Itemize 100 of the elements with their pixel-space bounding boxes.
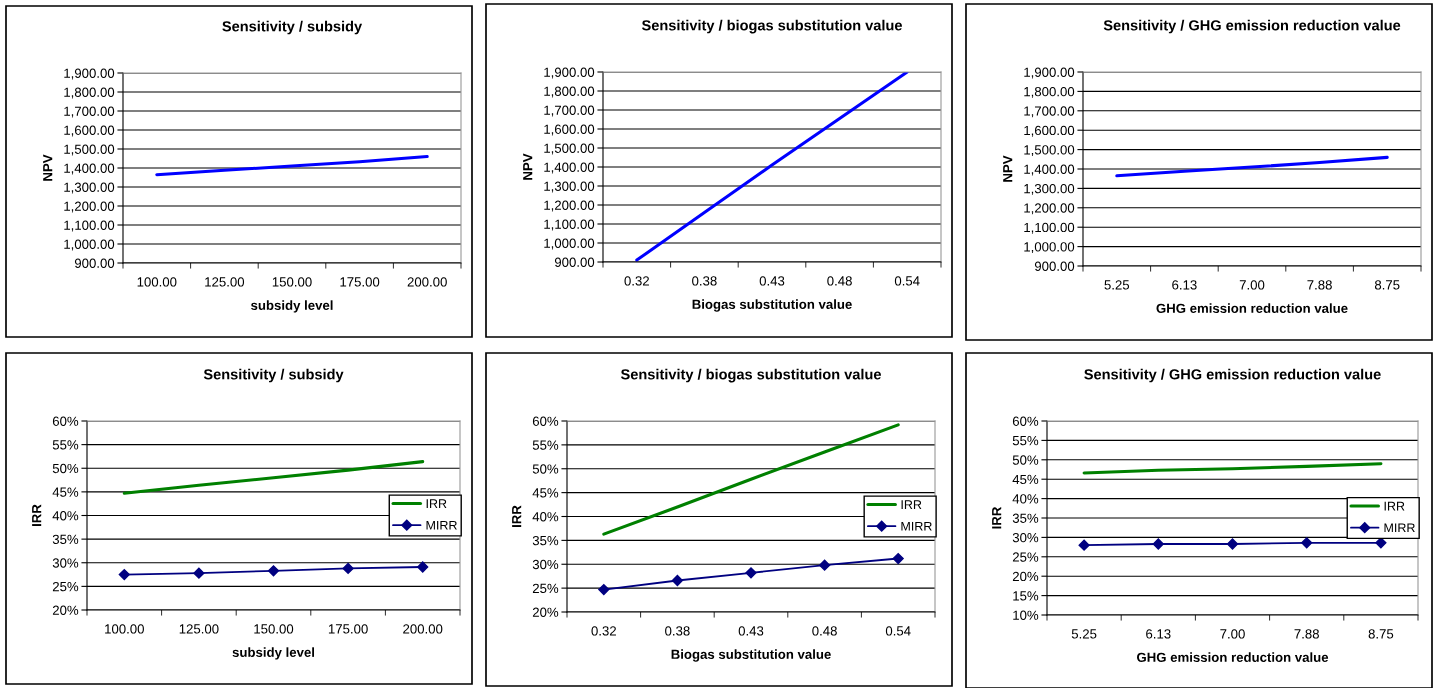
y-tick-label: 1,000.00 xyxy=(64,239,115,251)
y-axis-title: IRR xyxy=(512,505,522,527)
x-tick-label: 6.13 xyxy=(1172,280,1197,290)
x-tick-label: 125.00 xyxy=(179,624,219,634)
y-tick-label: 1,800.00 xyxy=(1024,86,1075,98)
y-tick-label: 55% xyxy=(532,440,559,450)
y-axis-title: IRR xyxy=(992,506,1002,529)
line-series xyxy=(602,423,900,536)
y-tick-label: 1,300.00 xyxy=(544,181,595,193)
y-tick-label: 1,500.00 xyxy=(64,144,115,156)
y-tick-label: 30% xyxy=(532,559,559,570)
y-tick-label: 35% xyxy=(532,535,559,546)
y-tick-label: 1,500.00 xyxy=(1024,145,1075,157)
point xyxy=(193,567,205,579)
legend-label: MIRR xyxy=(426,520,457,530)
line-series xyxy=(635,72,909,262)
y-tick-label: 1,400.00 xyxy=(64,163,115,175)
x-tick-label: 0.48 xyxy=(812,626,837,636)
x-tick-label: 7.88 xyxy=(1294,629,1319,639)
x-tick-label: 200.00 xyxy=(403,624,443,634)
y-tick-label: 40% xyxy=(532,512,559,522)
y-tick-label: 60% xyxy=(52,416,79,426)
x-tick-label: 0.54 xyxy=(885,626,911,636)
point xyxy=(745,567,757,579)
point xyxy=(342,562,354,575)
y-tick-label: 1,900.00 xyxy=(544,67,595,79)
y-tick-label: 1,300.00 xyxy=(64,182,115,194)
y-tick-label: 1,900.00 xyxy=(64,68,115,80)
x-tick-label: 7.00 xyxy=(1220,629,1245,639)
x-tick-label: 5.25 xyxy=(1071,629,1097,639)
x-axis-title: subsidy level xyxy=(251,300,333,313)
x-tick-label: 175.00 xyxy=(328,624,368,634)
line-series xyxy=(1115,155,1389,178)
x-tick-label: 200.00 xyxy=(407,277,447,287)
x-tick-label: 6.13 xyxy=(1146,629,1171,639)
legend-label: MIRR xyxy=(1384,523,1415,533)
y-tick-label: 1,500.00 xyxy=(544,143,595,155)
x-tick-label: 7.88 xyxy=(1307,280,1332,290)
chart-title: Sensitivity / biogas substitution value xyxy=(641,19,902,34)
y-tick-label: 1,900.00 xyxy=(1024,67,1075,79)
y-tick-label: 25% xyxy=(1012,552,1039,562)
x-tick-label: 8.75 xyxy=(1368,629,1394,639)
y-tick-label: 25% xyxy=(52,581,79,592)
x-axis-title: GHG emission reduction value xyxy=(1156,303,1348,313)
y-tick-label: 1,000.00 xyxy=(1024,242,1075,254)
y-tick-label: 50% xyxy=(532,464,559,474)
line-series xyxy=(1082,462,1383,475)
y-tick-label: 30% xyxy=(52,558,79,568)
point xyxy=(267,565,280,577)
x-tick-label: 0.38 xyxy=(692,276,717,286)
y-axis-title: NPV xyxy=(43,154,53,181)
y-tick-label: 1,400.00 xyxy=(544,162,595,174)
y-tick-label: 900.00 xyxy=(74,258,115,268)
x-axis-title: subsidy level xyxy=(232,647,315,660)
y-tick-label: 1,100.00 xyxy=(64,220,115,232)
x-axis-title: Biogas substitution value xyxy=(692,299,852,312)
y-tick-label: 1,200.00 xyxy=(64,201,115,213)
y-tick-label: 25% xyxy=(532,583,559,594)
x-tick-label: 0.43 xyxy=(738,626,764,636)
y-tick-label: 900.00 xyxy=(1034,261,1075,271)
line-series xyxy=(122,460,425,495)
y-tick-label: 1,800.00 xyxy=(544,86,595,98)
point xyxy=(417,561,429,573)
y-tick-label: 1,300.00 xyxy=(1024,183,1075,195)
chart-title: Sensitivity / subsidy xyxy=(203,368,344,383)
x-axis-title: Biogas substitution value xyxy=(671,649,831,662)
x-tick-label: 0.54 xyxy=(894,276,920,286)
x-axis-title: GHG emission reduction value xyxy=(1137,652,1329,662)
point xyxy=(118,568,130,581)
x-tick-label: 0.38 xyxy=(665,626,690,636)
y-tick-label: 60% xyxy=(1012,416,1039,426)
y-tick-label: 1,000.00 xyxy=(544,238,595,250)
y-tick-label: 1,800.00 xyxy=(64,87,115,99)
legend-label: MIRR xyxy=(901,521,932,531)
y-tick-label: 55% xyxy=(1012,436,1039,446)
x-tick-label: 8.75 xyxy=(1374,280,1400,290)
y-tick-label: 45% xyxy=(1012,474,1039,485)
x-tick-label: 5.25 xyxy=(1104,280,1130,290)
y-tick-label: 15% xyxy=(1013,591,1039,601)
chart-title: Sensitivity / biogas substitution value xyxy=(620,368,881,383)
y-tick-label: 50% xyxy=(1012,455,1039,465)
point xyxy=(598,583,610,596)
y-tick-label: 1,700.00 xyxy=(544,105,595,117)
y-tick-label: 60% xyxy=(532,416,559,426)
y-tick-label: 35% xyxy=(1012,513,1039,523)
y-axis-title: NPV xyxy=(523,153,533,180)
y-tick-label: 35% xyxy=(52,534,79,545)
legend-label: IRR xyxy=(426,499,447,508)
y-tick-label: 1,200.00 xyxy=(1024,203,1075,215)
y-tick-label: 1,600.00 xyxy=(64,125,115,137)
y-tick-label: 1,400.00 xyxy=(1024,164,1075,176)
x-tick-label: 100.00 xyxy=(105,624,144,634)
y-tick-label: 40% xyxy=(1012,494,1039,504)
legend-label: IRR xyxy=(901,500,922,509)
y-tick-label: 10% xyxy=(1013,610,1039,620)
y-tick-label: 1,100.00 xyxy=(1024,222,1075,234)
x-tick-label: 100.00 xyxy=(137,277,177,287)
y-tick-label: 40% xyxy=(52,511,79,521)
x-tick-label: 0.32 xyxy=(624,276,649,286)
y-tick-label: 20% xyxy=(1012,571,1039,582)
